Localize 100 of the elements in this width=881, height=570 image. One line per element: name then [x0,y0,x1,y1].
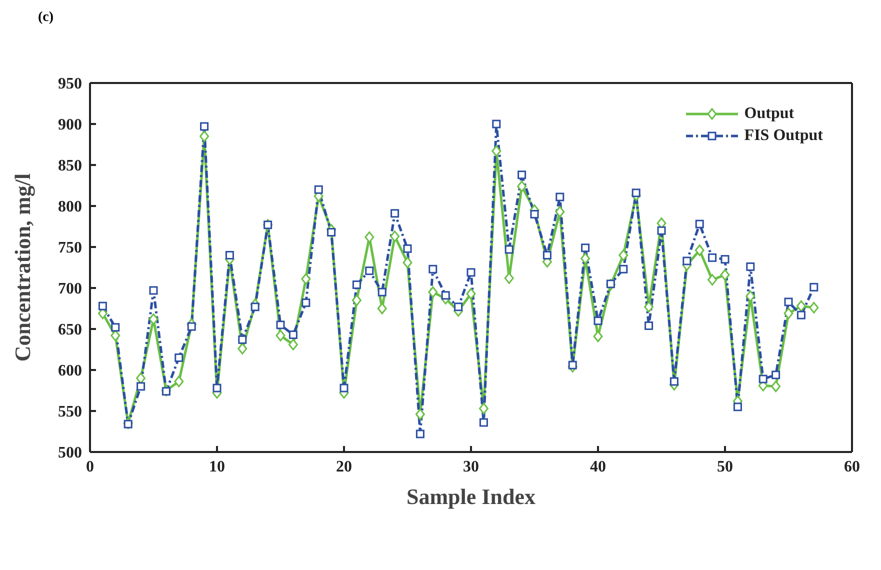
point [530,210,539,218]
point [504,245,514,254]
point [352,280,361,289]
point [720,269,730,281]
point [479,418,488,427]
point [695,220,704,228]
y-tick-label: 550 [58,404,82,421]
point [518,170,526,180]
point [365,266,374,276]
point [771,380,781,392]
point [720,255,730,264]
y-tick-label: 600 [58,362,82,380]
point [644,321,654,330]
point [250,302,260,312]
point [580,252,590,264]
x-tick-label: 10 [209,458,225,476]
point [492,120,501,128]
x-tick-label: 0 [86,458,94,476]
point [136,372,146,384]
point [340,384,348,392]
y-tick-label: 950 [58,76,82,93]
point [174,376,184,388]
point [619,264,628,274]
point [276,320,285,330]
point [542,250,552,260]
point [618,249,628,261]
point [402,256,412,268]
point [632,188,640,198]
point [276,330,286,342]
point [225,250,234,260]
x-tick-label: 20 [336,458,352,476]
point [809,302,819,314]
point [796,310,806,320]
point [784,298,793,306]
point [454,302,463,312]
point [428,264,438,274]
point [200,130,210,142]
point [708,274,718,286]
point [466,288,476,300]
legend-label: Output [744,105,794,123]
point [746,290,756,302]
point [772,370,780,380]
y-tick-label: 900 [58,116,82,134]
text: (c) [38,10,54,26]
point [136,382,146,391]
point [708,253,717,262]
y-tick-label: 750 [58,240,82,257]
point [149,286,158,295]
point [288,338,298,350]
point [415,408,425,420]
point [492,145,502,157]
point [784,308,794,320]
point [403,244,412,253]
point [517,180,527,192]
point [478,402,488,414]
x-tick-label: 40 [590,458,606,476]
y-tick-label: 650 [58,322,82,339]
y-tick-label: 500 [58,444,82,462]
point [390,230,400,242]
y-tick-label: 850 [58,158,82,175]
point [364,231,374,243]
point [238,335,247,344]
point [796,300,806,312]
point [555,206,565,218]
point [644,301,654,313]
point [314,185,323,194]
legend-label: FIS Output [744,127,823,145]
point [200,122,209,131]
point [733,402,742,412]
point [111,323,120,332]
point [352,294,362,306]
point [428,286,438,298]
point [466,268,476,277]
point [593,330,603,342]
point [682,256,692,266]
x-tick-label: 50 [717,458,733,476]
point [98,302,107,310]
x-tick-label: 60 [844,458,860,476]
point [581,244,590,252]
y-axis-title: Concentration, mg/l [10,173,35,362]
point [416,430,424,438]
point [288,330,298,339]
point [212,384,222,392]
point [758,374,768,384]
point [302,298,310,308]
point [174,353,184,362]
point [187,322,196,331]
point [327,228,336,236]
point [810,282,818,292]
point [746,262,755,271]
x-tick-label: 30 [463,458,479,476]
point [670,377,678,386]
point [301,273,311,285]
y-tick-label: 800 [58,198,82,216]
y-tick-label: 700 [58,280,82,298]
x-axis-title: Sample Index [406,484,536,509]
point [390,209,400,218]
point [441,291,450,300]
point [378,288,386,296]
point [594,316,602,326]
